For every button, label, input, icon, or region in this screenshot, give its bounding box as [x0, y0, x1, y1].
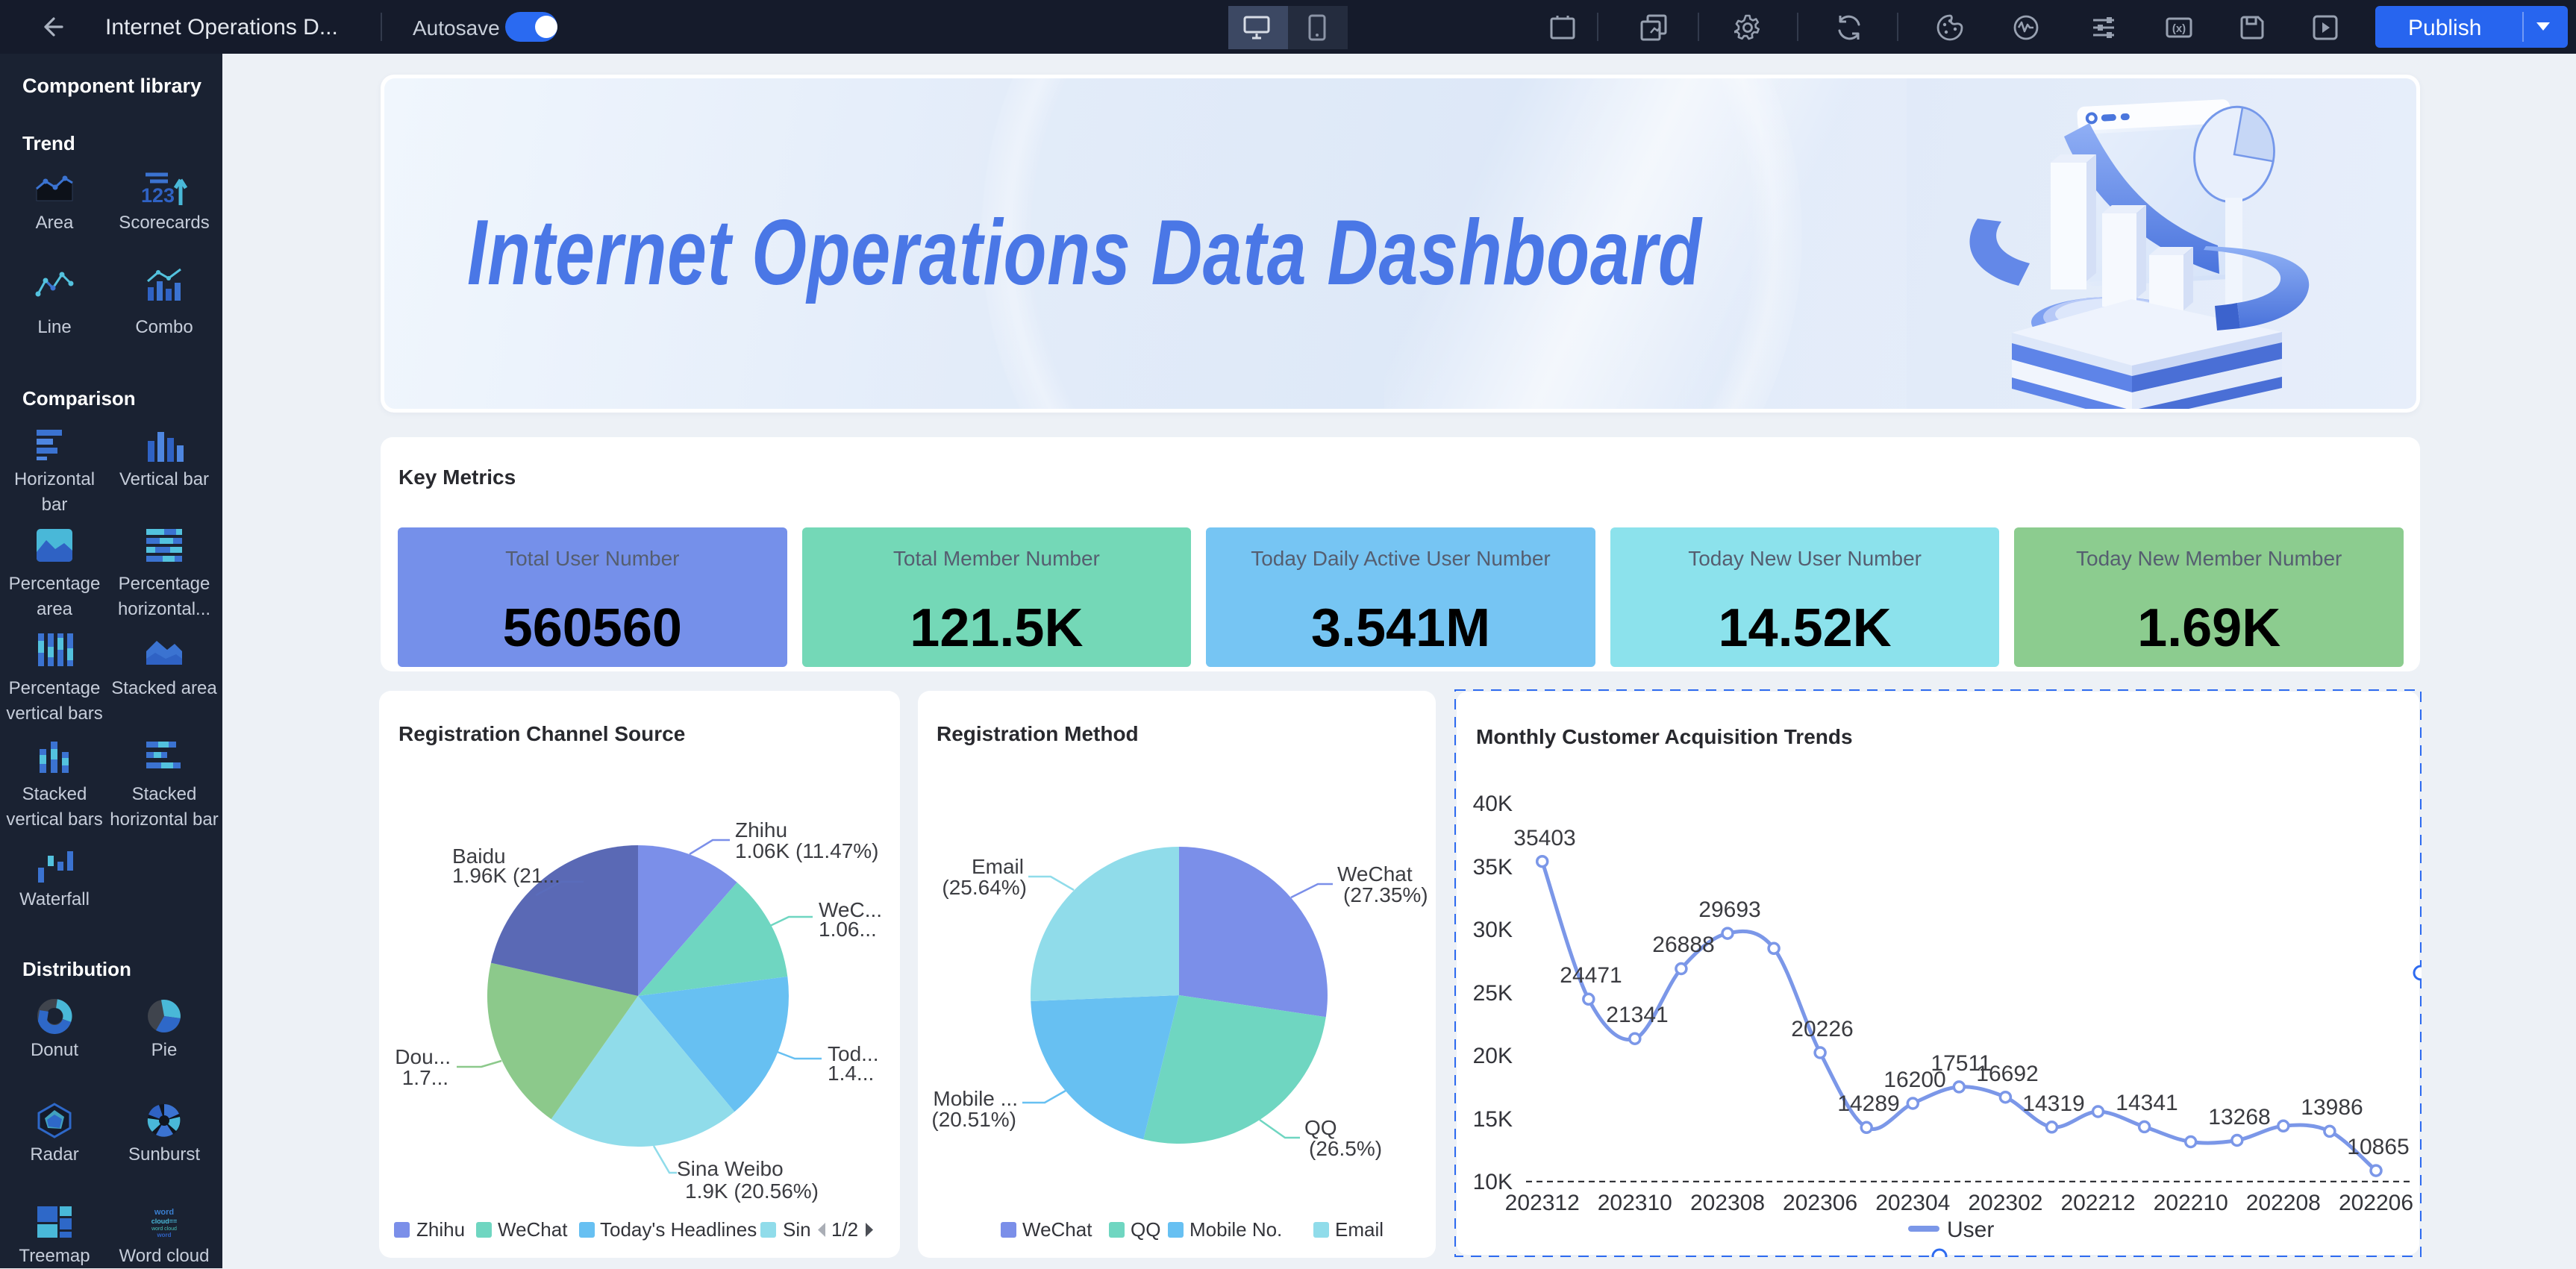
svg-text:Email: Email — [1335, 1218, 1384, 1241]
svg-text:20226: 20226 — [1791, 1017, 1853, 1041]
svg-text:cloud==: cloud== — [151, 1218, 178, 1225]
svg-text:Mobile ...: Mobile ... — [933, 1087, 1018, 1110]
svg-text:Mobile No.: Mobile No. — [1189, 1218, 1282, 1241]
svg-text:1.06...: 1.06... — [819, 918, 877, 941]
svg-text:202308: 202308 — [1690, 1191, 1765, 1215]
svg-text:Baidu: Baidu — [452, 845, 506, 868]
svg-text:(x): (x) — [2172, 22, 2186, 35]
svg-text:(20.51%): (20.51%) — [931, 1108, 1016, 1131]
svg-text:40K: 40K — [1473, 792, 1513, 816]
svg-text:14341: 14341 — [2116, 1091, 2178, 1115]
svg-text:202212: 202212 — [2060, 1191, 2135, 1215]
svg-text:WeChat: WeChat — [1022, 1218, 1092, 1241]
svg-text:1.06K (11.47%): 1.06K (11.47%) — [735, 839, 879, 862]
svg-text:Email: Email — [972, 855, 1024, 878]
svg-text:17511: 17511 — [1931, 1051, 1991, 1076]
svg-text:123: 123 — [141, 184, 175, 207]
svg-text:20K: 20K — [1473, 1044, 1513, 1068]
svg-text:1.7...: 1.7... — [402, 1066, 448, 1089]
svg-text:10K: 10K — [1473, 1170, 1513, 1194]
svg-text:21341: 21341 — [1606, 1003, 1668, 1027]
svg-text:1.9K (20.56%): 1.9K (20.56%) — [685, 1179, 819, 1203]
svg-text:1.4...: 1.4... — [828, 1062, 874, 1085]
svg-text:WeC...: WeC... — [819, 898, 882, 921]
svg-text:Sina Weibo: Sina Weibo — [677, 1157, 784, 1180]
svg-text:13268: 13268 — [2208, 1105, 2270, 1129]
svg-text:Zhihu: Zhihu — [735, 818, 787, 842]
svg-text:13986: 13986 — [2301, 1095, 2363, 1120]
svg-text:35403: 35403 — [1513, 826, 1575, 850]
svg-text:User: User — [1947, 1218, 1994, 1242]
svg-text:14289: 14289 — [1837, 1091, 1899, 1116]
svg-text:29693: 29693 — [1698, 897, 1760, 922]
svg-text:202310: 202310 — [1598, 1191, 1672, 1215]
svg-text:202206: 202206 — [2339, 1191, 2413, 1215]
svg-text:word: word — [156, 1232, 171, 1238]
svg-text:16200: 16200 — [1883, 1068, 1945, 1092]
svg-text:Today's Headlines: Today's Headlines — [600, 1218, 757, 1241]
svg-text:(25.64%): (25.64%) — [942, 876, 1027, 899]
svg-text:1/2: 1/2 — [831, 1218, 858, 1241]
svg-text:WeChat: WeChat — [1337, 862, 1413, 886]
svg-text:10865: 10865 — [2347, 1135, 2409, 1159]
svg-text:(26.5%): (26.5%) — [1309, 1137, 1382, 1160]
svg-text:25K: 25K — [1473, 981, 1513, 1006]
svg-text:word cloud: word cloud — [151, 1226, 177, 1232]
svg-text:202302: 202302 — [1968, 1191, 2042, 1215]
svg-text:202210: 202210 — [2154, 1191, 2228, 1215]
svg-text:Dou...: Dou... — [395, 1045, 451, 1068]
svg-text:Sin: Sin — [783, 1218, 811, 1241]
svg-text:QQ: QQ — [1131, 1218, 1160, 1241]
svg-text:15K: 15K — [1473, 1107, 1513, 1132]
svg-text:202312: 202312 — [1505, 1191, 1580, 1215]
svg-text:16692: 16692 — [1976, 1062, 2038, 1086]
svg-text:1.96K (21...: 1.96K (21... — [452, 864, 560, 887]
svg-text:Zhihu: Zhihu — [416, 1218, 465, 1241]
svg-text:word: word — [154, 1208, 174, 1217]
svg-text:202306: 202306 — [1783, 1191, 1857, 1215]
svg-text:35K: 35K — [1473, 855, 1513, 880]
svg-text:30K: 30K — [1473, 918, 1513, 942]
svg-text:202304: 202304 — [1875, 1191, 1950, 1215]
svg-text:26888: 26888 — [1652, 933, 1714, 957]
svg-text:24471: 24471 — [1560, 963, 1622, 988]
svg-text:Tod...: Tod... — [828, 1042, 878, 1065]
svg-text:(27.35%): (27.35%) — [1343, 883, 1428, 906]
svg-text:202208: 202208 — [2246, 1191, 2321, 1215]
svg-text:WeChat: WeChat — [498, 1218, 568, 1241]
svg-text:QQ: QQ — [1304, 1116, 1337, 1139]
svg-text:14319: 14319 — [2022, 1091, 2084, 1116]
